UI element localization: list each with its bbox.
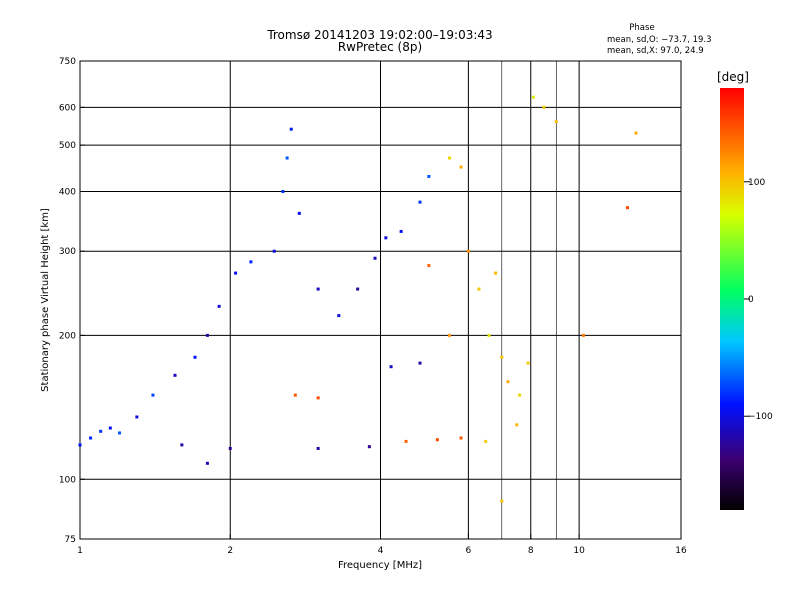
data-point bbox=[506, 380, 510, 384]
x-tick-label: 2 bbox=[227, 546, 233, 556]
scatter-points bbox=[78, 95, 638, 503]
y-tick-label: 600 bbox=[59, 103, 76, 113]
data-point bbox=[89, 436, 93, 440]
data-point bbox=[316, 446, 320, 450]
y-axis-label: Stationary phase Virtual Height [km] bbox=[40, 208, 51, 392]
data-point bbox=[118, 431, 122, 435]
data-point bbox=[448, 156, 452, 160]
x-tick-label: 6 bbox=[466, 546, 472, 556]
data-point bbox=[531, 95, 535, 99]
data-point bbox=[367, 445, 371, 449]
colorbar-tick-label: 0 bbox=[748, 295, 754, 305]
data-point bbox=[459, 165, 463, 169]
y-tick-label: 500 bbox=[59, 141, 76, 151]
data-point bbox=[526, 361, 530, 365]
data-point bbox=[625, 206, 629, 210]
data-point bbox=[389, 365, 393, 369]
axis-ticks: 1 2 4 6 8 10 16 75 100 200 300 400 500 600 750 bbox=[59, 57, 687, 556]
data-point bbox=[289, 127, 293, 131]
data-point bbox=[399, 229, 403, 233]
data-point bbox=[404, 439, 408, 443]
data-point bbox=[316, 396, 320, 400]
data-point bbox=[459, 436, 463, 440]
y-tick-label: 300 bbox=[59, 247, 76, 257]
data-point bbox=[285, 156, 289, 160]
y-tick-label: 75 bbox=[65, 535, 76, 545]
x-tick-label: 16 bbox=[675, 546, 687, 556]
data-point bbox=[99, 429, 103, 433]
data-point bbox=[151, 393, 155, 397]
data-point bbox=[634, 131, 638, 135]
y-tick-label: 750 bbox=[59, 57, 76, 67]
data-point bbox=[427, 174, 431, 178]
phase-title: Phase bbox=[629, 23, 654, 33]
data-point bbox=[373, 256, 377, 260]
data-point bbox=[581, 333, 585, 337]
data-point bbox=[297, 211, 301, 215]
phase-stats-x: mean, sd,X: 97.0, 24.9 bbox=[607, 46, 704, 56]
data-point bbox=[173, 373, 177, 377]
data-point bbox=[108, 426, 112, 430]
colorbar bbox=[720, 88, 744, 510]
data-point bbox=[418, 200, 422, 204]
data-point bbox=[234, 271, 238, 275]
colorbar-tick-label: −100 bbox=[748, 412, 773, 422]
data-point bbox=[249, 260, 253, 264]
data-point bbox=[180, 443, 184, 447]
data-point bbox=[293, 393, 297, 397]
data-point bbox=[518, 393, 522, 397]
data-point bbox=[205, 461, 209, 465]
data-point bbox=[435, 438, 439, 442]
colorbar-ticks: 100 0 −100 bbox=[744, 178, 773, 422]
data-point bbox=[205, 333, 209, 337]
grid-lines bbox=[80, 61, 681, 539]
data-point bbox=[281, 189, 285, 193]
phase-stats-o: mean, sd,O: −73.7, 19.3 bbox=[607, 35, 712, 45]
data-point bbox=[448, 333, 452, 337]
data-point bbox=[78, 443, 82, 447]
data-point bbox=[193, 355, 197, 359]
data-point bbox=[272, 249, 276, 253]
colorbar-tick-label: 100 bbox=[748, 178, 765, 188]
data-point bbox=[384, 236, 388, 240]
x-axis-label: Frequency [MHz] bbox=[338, 560, 422, 571]
data-point bbox=[466, 249, 470, 253]
data-point bbox=[515, 423, 519, 427]
data-point bbox=[484, 439, 488, 443]
y-tick-label: 400 bbox=[59, 187, 76, 197]
data-point bbox=[356, 287, 360, 291]
data-point bbox=[418, 361, 422, 365]
data-point bbox=[554, 120, 558, 124]
y-tick-label: 100 bbox=[59, 475, 76, 485]
colorbar-label: [deg] bbox=[717, 70, 749, 84]
chart-subtitle: RwPretec (8p) bbox=[338, 40, 422, 54]
data-point bbox=[494, 271, 498, 275]
x-tick-label: 1 bbox=[77, 546, 83, 556]
data-point bbox=[487, 333, 491, 337]
data-point bbox=[135, 415, 139, 419]
y-tick-label: 200 bbox=[59, 331, 76, 341]
data-point bbox=[500, 355, 504, 359]
x-tick-label: 10 bbox=[573, 546, 585, 556]
data-point bbox=[228, 446, 232, 450]
data-point bbox=[337, 314, 341, 318]
data-point bbox=[217, 304, 221, 308]
data-point bbox=[316, 287, 320, 291]
chart-title: Tromsø 20141203 19:02:00–19:03:43 bbox=[266, 28, 492, 42]
data-point bbox=[542, 105, 546, 109]
x-tick-label: 8 bbox=[528, 546, 534, 556]
x-tick-label: 4 bbox=[378, 546, 384, 556]
data-point bbox=[427, 264, 431, 268]
data-point bbox=[477, 287, 481, 291]
data-point bbox=[500, 499, 504, 503]
